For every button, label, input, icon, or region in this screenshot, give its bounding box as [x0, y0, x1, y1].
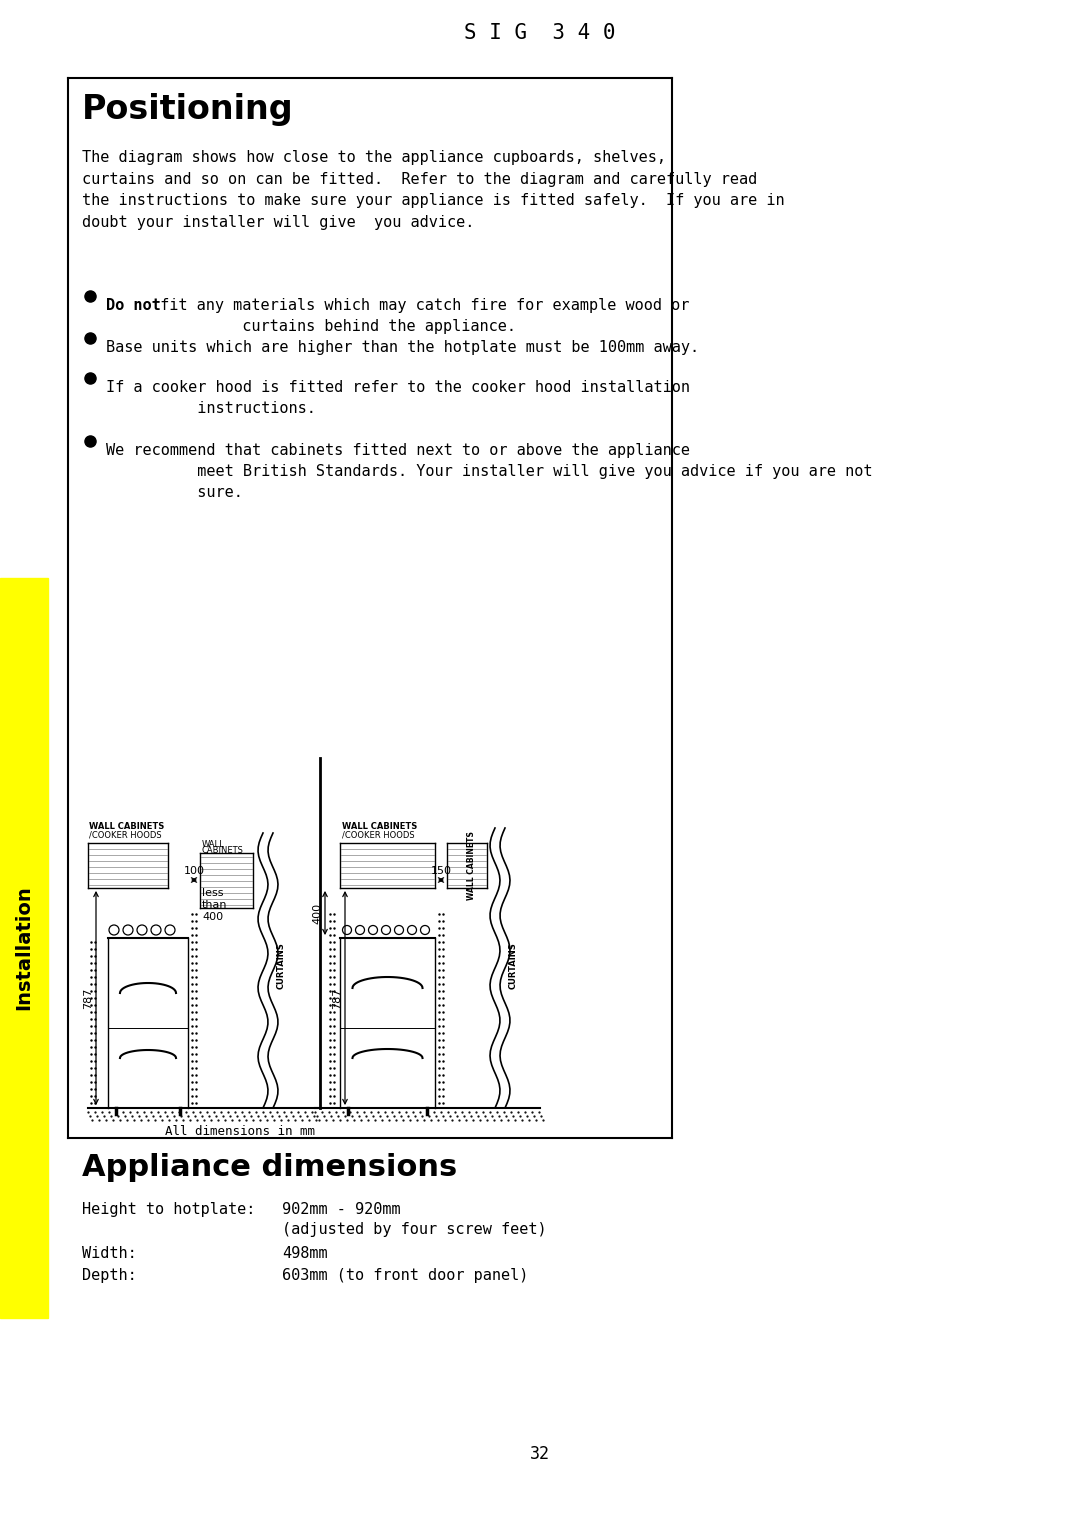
Text: CURTAINS: CURTAINS — [509, 943, 517, 989]
Text: Do not: Do not — [106, 298, 161, 313]
Text: 902mm - 920mm: 902mm - 920mm — [282, 1203, 401, 1216]
Text: We recommend that cabinets fitted next to or above the appliance
          meet : We recommend that cabinets fitted next t… — [106, 443, 873, 500]
Text: 603mm (to front door panel): 603mm (to front door panel) — [282, 1268, 528, 1284]
Text: If a cooker hood is fitted refer to the cooker hood installation
          instr: If a cooker hood is fitted refer to the … — [106, 380, 690, 416]
Text: S I G  3 4 0: S I G 3 4 0 — [464, 23, 616, 43]
Text: 150: 150 — [431, 866, 451, 876]
Text: CABINETS: CABINETS — [202, 847, 244, 856]
Text: CURTAINS: CURTAINS — [276, 943, 285, 989]
Text: WALL CABINETS: WALL CABINETS — [89, 822, 164, 831]
Text: 787: 787 — [332, 987, 342, 1008]
Text: 400: 400 — [202, 912, 224, 921]
Bar — [0, 578, 48, 1319]
Text: Height to hotplate:: Height to hotplate: — [82, 1203, 255, 1216]
Text: WALL: WALL — [202, 840, 225, 850]
Text: less: less — [202, 888, 224, 898]
Text: Appliance dimensions: Appliance dimensions — [82, 1154, 457, 1183]
Text: WALL CABINETS: WALL CABINETS — [342, 822, 417, 831]
Text: WALL CABINETS: WALL CABINETS — [467, 831, 475, 900]
Text: Depth:: Depth: — [82, 1268, 137, 1284]
Text: All dimensions in mm: All dimensions in mm — [165, 1125, 315, 1138]
Text: Width:: Width: — [82, 1245, 137, 1261]
Text: fit any materials which may catch fire for example wood or
          curtains be: fit any materials which may catch fire f… — [151, 298, 690, 335]
Text: than: than — [202, 900, 228, 911]
Text: 32: 32 — [530, 1445, 550, 1462]
Text: /COOKER HOODS: /COOKER HOODS — [342, 830, 415, 839]
Text: 400: 400 — [312, 903, 322, 923]
Text: 787: 787 — [83, 987, 93, 1008]
Text: The diagram shows how close to the appliance cupboards, shelves,
curtains and so: The diagram shows how close to the appli… — [82, 150, 785, 229]
Text: Base units which are higher than the hotplate must be 100mm away.: Base units which are higher than the hot… — [106, 341, 699, 354]
Text: 498mm: 498mm — [282, 1245, 327, 1261]
Text: 100: 100 — [184, 866, 204, 876]
Text: (adjusted by four screw feet): (adjusted by four screw feet) — [282, 1222, 546, 1238]
Text: Installation: Installation — [14, 886, 33, 1010]
Text: Positioning: Positioning — [82, 93, 294, 125]
Text: /COOKER HOODS: /COOKER HOODS — [89, 830, 162, 839]
